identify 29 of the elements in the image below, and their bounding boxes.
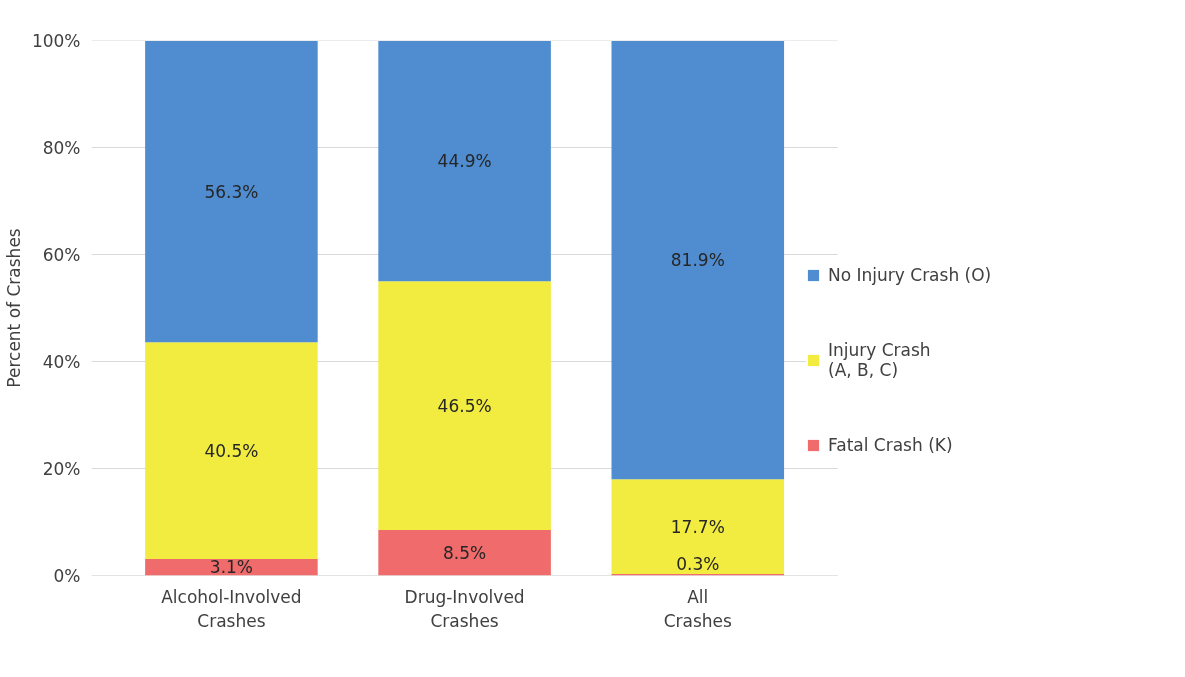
bar — [145, 342, 318, 559]
x-tick-label: All Crashes — [663, 586, 733, 631]
bar — [378, 281, 551, 531]
data-label: 40.5% — [204, 440, 259, 461]
bar — [145, 41, 318, 343]
y-tick-label: 40% — [42, 351, 81, 372]
y-tick-label: 0% — [53, 565, 81, 586]
bar — [611, 479, 785, 574]
data-label: 56.3% — [204, 181, 259, 202]
legend-label: Fatal Crash (K) — [828, 435, 953, 455]
x-tick-label: Alcohol-Involved Crashes — [161, 586, 302, 631]
data-label: 17.7% — [670, 516, 725, 537]
legend-label: No Injury Crash (O) — [828, 265, 992, 285]
y-tick-label: 100% — [31, 30, 81, 51]
bar — [611, 41, 785, 480]
data-label: 0.3% — [676, 553, 720, 574]
data-label: 3.1% — [209, 557, 254, 578]
legend-label: Injury Crash (A, B, C) — [828, 340, 931, 380]
y-tick-label: 60% — [42, 244, 81, 265]
data-label: 8.5% — [443, 542, 487, 563]
bar — [378, 530, 551, 576]
y-axis-title: Percent of Crashes — [3, 228, 24, 388]
bar — [378, 41, 551, 282]
x-tick-label: Drug-Involved Crashes — [404, 586, 525, 631]
y-tick-label: 20% — [42, 458, 81, 479]
data-label: 81.9% — [670, 250, 725, 271]
data-label: 46.5% — [437, 395, 492, 416]
data-label: 44.9% — [437, 151, 492, 172]
y-tick-label: 80% — [42, 137, 81, 158]
